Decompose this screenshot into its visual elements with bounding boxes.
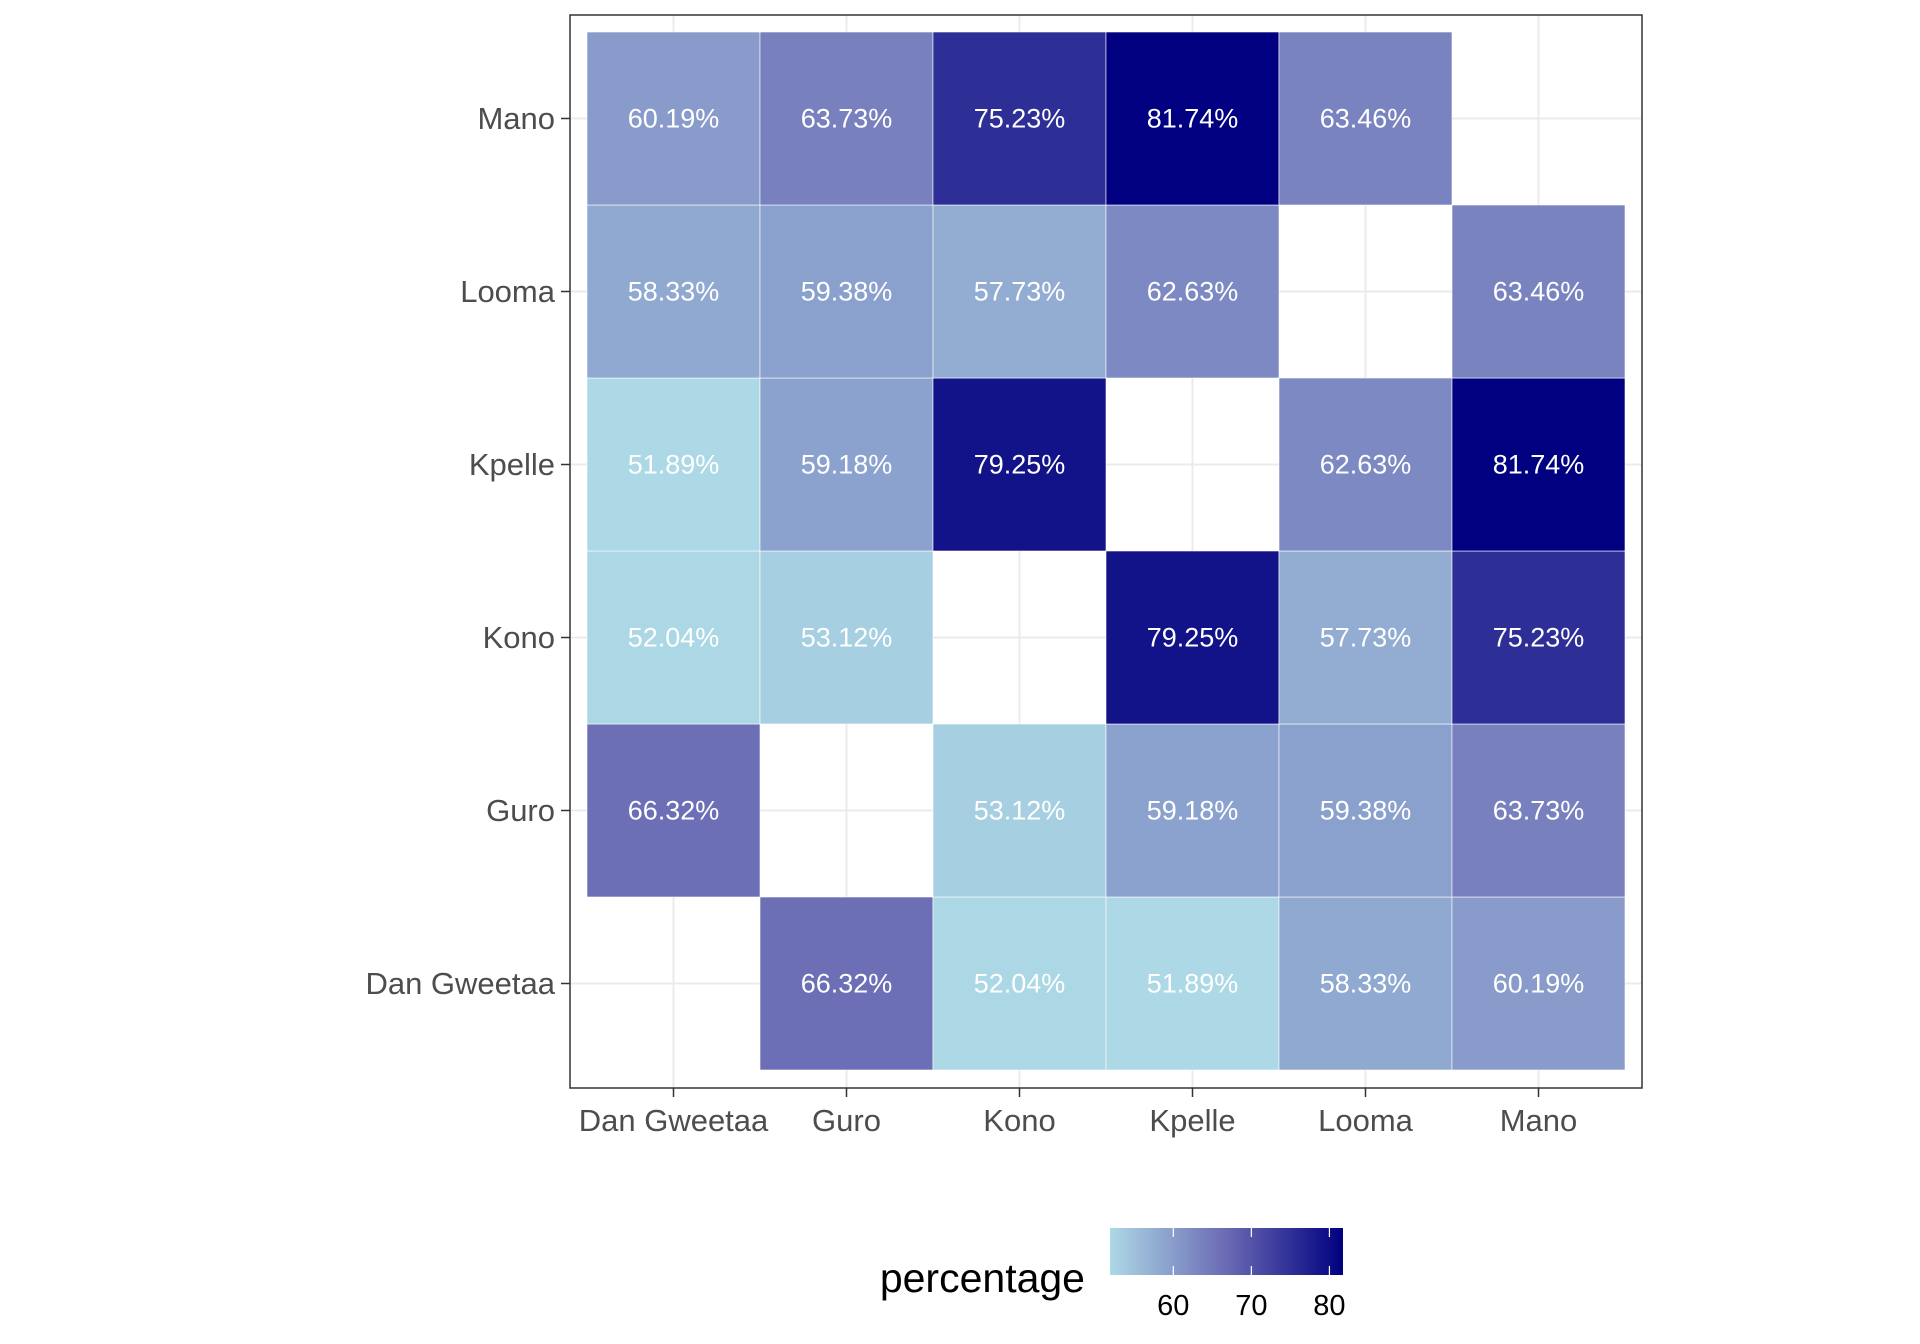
x-tick-label-guro: Guro (812, 1103, 881, 1138)
heatmap-cell-looma-mano (1278, 31, 1453, 206)
heatmap-cell-mano-kpelle (1451, 377, 1626, 552)
heatmap-cell-kpelle-mano (1105, 31, 1280, 206)
heatmap-cell-looma-dan-gweetaa (1278, 896, 1453, 1071)
heatmap-cell-dan-gweetaa-guro (586, 723, 761, 898)
cell-label-kono-looma: 57.73% (974, 277, 1066, 307)
cell-label-looma-mano: 63.46% (1320, 104, 1412, 134)
panel-border (569, 14, 1643, 1089)
x-tick-label-dan-gweetaa: Dan Gweetaa (579, 1103, 769, 1138)
heatmap-cell-guro-dan-gweetaa (759, 896, 934, 1071)
cell-label-guro-dan-gweetaa: 66.32% (801, 969, 893, 999)
x-axis: Dan Gweetaa Guro Kono Kpelle Looma Mano (579, 1088, 1578, 1138)
cell-label-guro-looma: 59.38% (801, 277, 893, 307)
heatmap-cell-kono-dan-gweetaa (932, 896, 1107, 1071)
cell-label-kono-guro: 53.12% (974, 796, 1066, 826)
heatmap-cells (586, 31, 1626, 1071)
heatmap-cell-looma-kpelle (1278, 377, 1453, 552)
x-tick-label-kpelle: Kpelle (1149, 1103, 1235, 1138)
cell-labels: 66.32% 52.04% 51.89% 58.33% 60.19% 66.32% 53.1… (628, 104, 1585, 999)
cell-label-kono-kpelle: 79.25% (974, 450, 1066, 480)
cell-label-guro-mano: 63.73% (801, 104, 893, 134)
cell-label-looma-kono: 57.73% (1320, 623, 1412, 653)
heatmap-cell-mano-guro (1451, 723, 1626, 898)
cell-label-kpelle-mano: 81.74% (1147, 104, 1239, 134)
heatmap-cell-guro-looma (759, 204, 934, 379)
cell-label-dan-gweetaa-kpelle: 51.89% (628, 450, 720, 480)
cell-label-guro-kpelle: 59.18% (801, 450, 893, 480)
heatmap-cell-kpelle-kono (1105, 550, 1280, 725)
heatmap-cell-looma-kono (1278, 550, 1453, 725)
heatmap-cell-kpelle-guro (1105, 723, 1280, 898)
cell-label-guro-kono: 53.12% (801, 623, 893, 653)
heatmap-cell-mano-kono (1451, 550, 1626, 725)
heatmap-cell-kono-kpelle (932, 377, 1107, 552)
heatmap-cell-kpelle-looma (1105, 204, 1280, 379)
heatmap-cell-guro-kpelle (759, 377, 934, 552)
y-tick-label-mano: Mano (477, 101, 555, 136)
legend-colorbar (1110, 1228, 1343, 1275)
cell-label-kpelle-kono: 79.25% (1147, 623, 1239, 653)
cell-label-dan-gweetaa-mano: 60.19% (628, 104, 720, 134)
x-tick-label-mano: Mano (1500, 1103, 1578, 1138)
heatmap-cell-kono-guro (932, 723, 1107, 898)
color-legend: percentage 60 70 80 (880, 1228, 1346, 1322)
heatmap-cell-dan-gweetaa-kpelle (586, 377, 761, 552)
heatmap-cell-mano-dan-gweetaa (1451, 896, 1626, 1071)
y-tick-label-kpelle: Kpelle (469, 447, 555, 482)
legend-ticks: 60 70 80 (1157, 1228, 1346, 1322)
cell-label-looma-kpelle: 62.63% (1320, 450, 1412, 480)
y-tick-label-looma: Looma (460, 274, 556, 309)
y-tick-label-guro: Guro (486, 793, 555, 828)
cell-label-mano-kono: 75.23% (1493, 623, 1585, 653)
heatmap-cell-dan-gweetaa-mano (586, 31, 761, 206)
legend-tick-label-60: 60 (1157, 1290, 1189, 1322)
heatmap-cell-mano-looma (1451, 204, 1626, 379)
heatmap-cell-kono-mano (932, 31, 1107, 206)
heatmap-cell-dan-gweetaa-looma (586, 204, 761, 379)
cell-label-dan-gweetaa-kono: 52.04% (628, 623, 720, 653)
x-tick-label-kono: Kono (983, 1103, 1055, 1138)
heatmap-cell-guro-mano (759, 31, 934, 206)
cell-label-kono-mano: 75.23% (974, 104, 1066, 134)
cell-label-dan-gweetaa-guro: 66.32% (628, 796, 720, 826)
cell-label-mano-kpelle: 81.74% (1493, 450, 1585, 480)
y-tick-label-kono: Kono (483, 620, 555, 655)
cell-label-kpelle-dan-gweetaa: 51.89% (1147, 969, 1239, 999)
y-tick-label-dan-gweetaa: Dan Gweetaa (365, 966, 555, 1001)
cell-label-kpelle-looma: 62.63% (1147, 277, 1239, 307)
cell-label-dan-gweetaa-looma: 58.33% (628, 277, 720, 307)
cell-label-mano-dan-gweetaa: 60.19% (1493, 969, 1585, 999)
cell-label-looma-dan-gweetaa: 58.33% (1320, 969, 1412, 999)
cell-label-mano-guro: 63.73% (1493, 796, 1585, 826)
cell-label-mano-looma: 63.46% (1493, 277, 1585, 307)
heatmap-cell-looma-guro (1278, 723, 1453, 898)
cell-label-kpelle-guro: 59.18% (1147, 796, 1239, 826)
y-axis: Dan Gweetaa Guro Kono Kpelle Looma Mano (365, 101, 570, 1001)
legend-title: percentage (880, 1255, 1085, 1301)
heatmap-cell-kono-looma (932, 204, 1107, 379)
legend-tick-label-80: 80 (1313, 1290, 1345, 1322)
legend-tick-label-70: 70 (1235, 1290, 1267, 1322)
x-tick-label-looma: Looma (1318, 1103, 1414, 1138)
cell-label-looma-guro: 59.38% (1320, 796, 1412, 826)
cell-label-kono-dan-gweetaa: 52.04% (974, 969, 1066, 999)
